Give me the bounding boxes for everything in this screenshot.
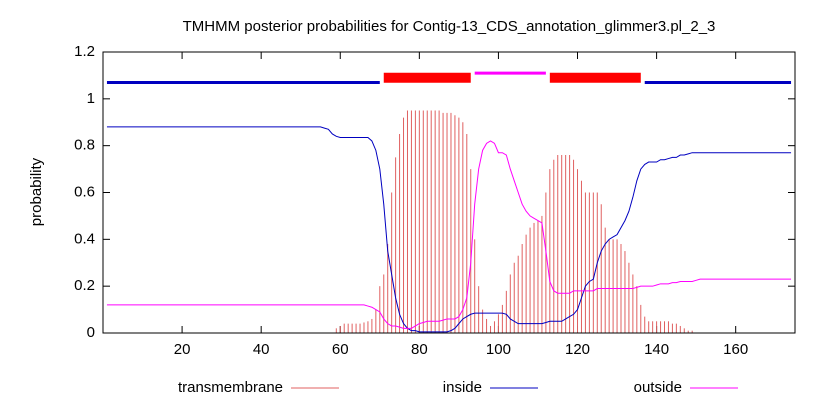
y-tick-label: 0.6 xyxy=(74,183,95,200)
plot-frame xyxy=(102,51,796,334)
x-tick-label: 140 xyxy=(644,341,669,358)
y-tick-label: 0 xyxy=(87,324,95,341)
y-axis-label: probability xyxy=(28,157,45,226)
legend-label: inside xyxy=(443,379,482,396)
y-tick-label: 1.2 xyxy=(74,43,95,60)
y-tick-label: 1 xyxy=(87,90,95,107)
series-line xyxy=(106,140,792,329)
x-tick-label: 40 xyxy=(253,341,270,358)
x-tick-label: 80 xyxy=(411,341,428,358)
x-tick-label: 120 xyxy=(565,341,590,358)
x-tick-label: 160 xyxy=(723,341,748,358)
y-tick-label: 0.8 xyxy=(74,137,95,154)
legend-label: transmembrane xyxy=(178,379,283,396)
x-tick-label: 60 xyxy=(332,341,349,358)
x-tick-label: 20 xyxy=(174,341,191,358)
legend-label: outside xyxy=(634,379,682,396)
chart-title: TMHMM posterior probabilities for Contig… xyxy=(183,18,716,35)
y-tick-label: 0.2 xyxy=(74,277,95,294)
y-tick-label: 0.4 xyxy=(74,230,95,247)
x-tick-label: 100 xyxy=(486,341,511,358)
series-line xyxy=(106,126,792,333)
